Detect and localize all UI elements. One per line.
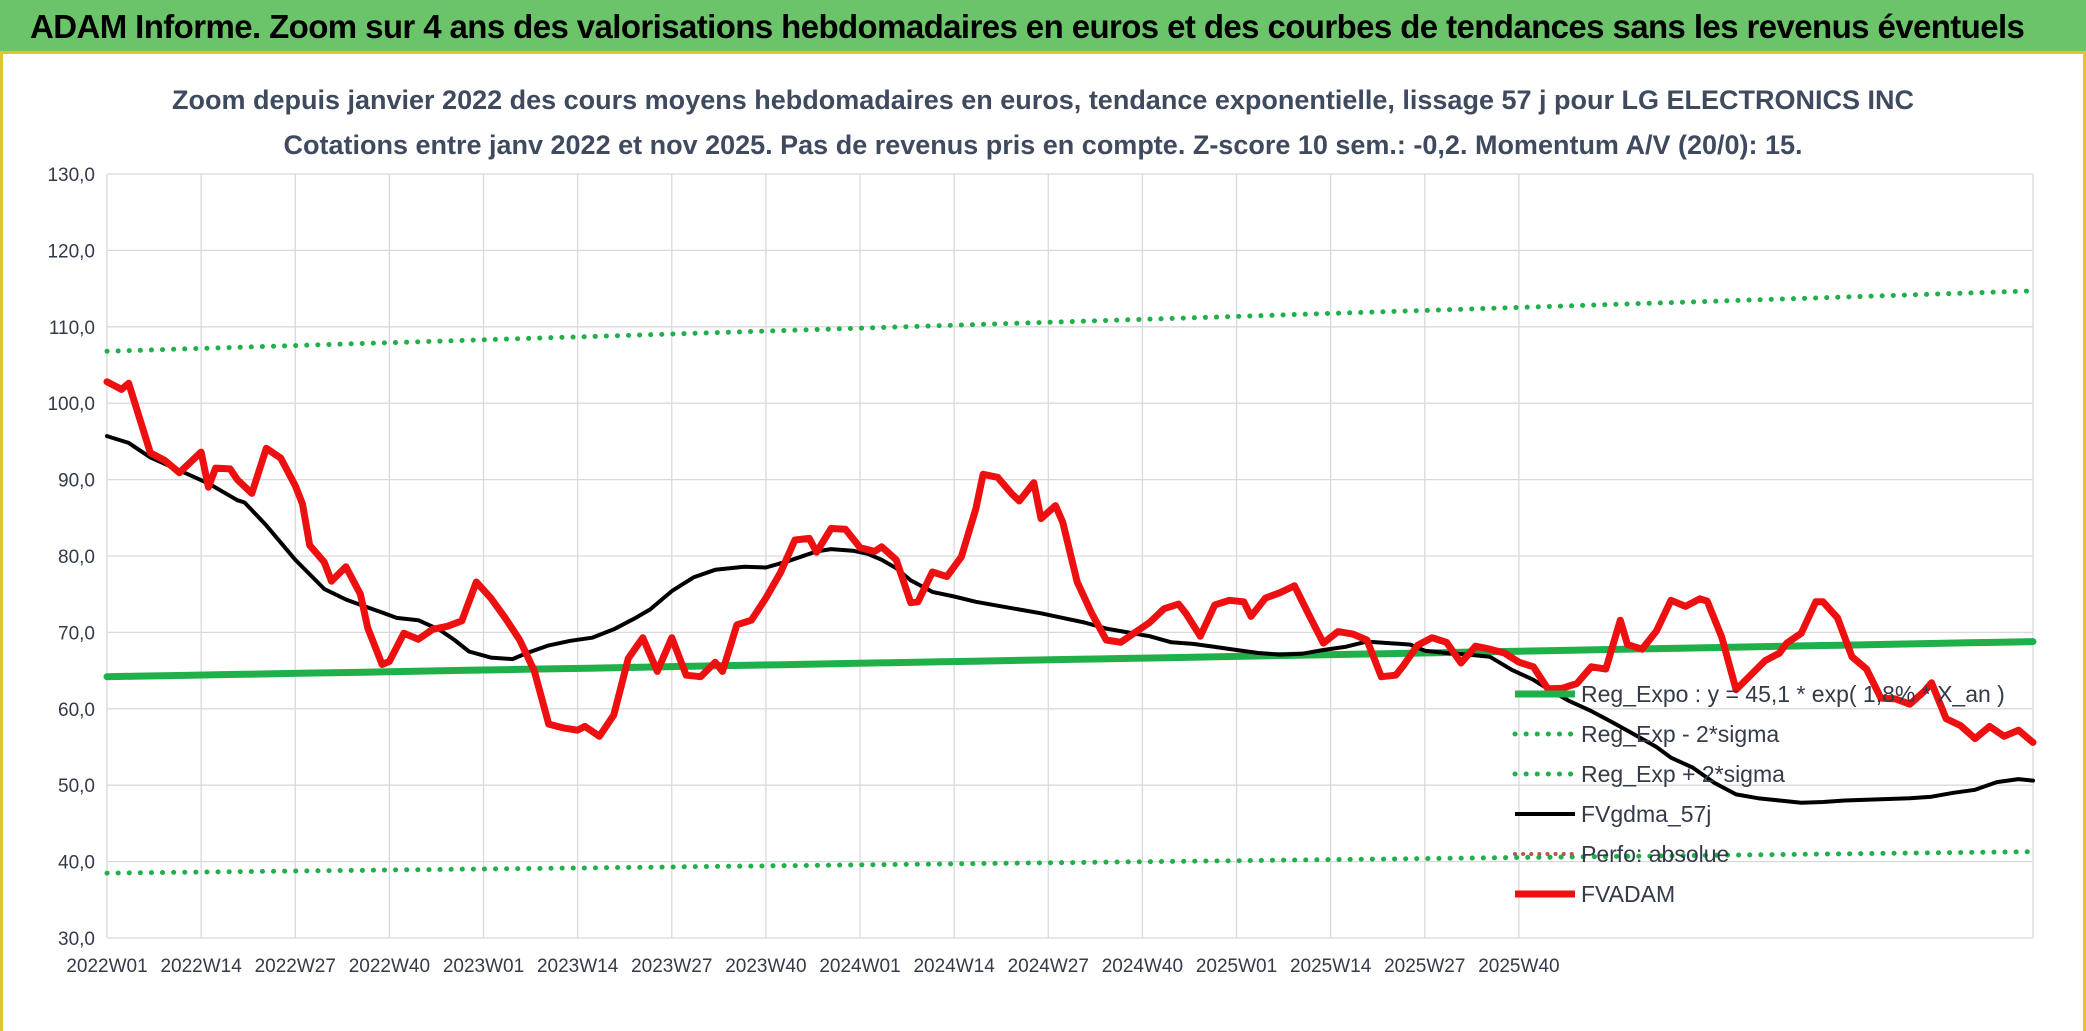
y-tick-label: 40,0 [58, 853, 95, 874]
y-axis-ticks: 30,0 40,0 50,0 60,0 70,0 80,0 90,0 100,0 110,0 12… [47, 165, 95, 950]
legend-label: Reg_Exp + 2*sigma [1581, 761, 1785, 787]
y-tick-label: 30,0 [58, 929, 95, 950]
x-tick-label: 2025W14 [1290, 956, 1372, 977]
y-tick-label: 130,0 [47, 165, 95, 186]
y-tick-label: 80,0 [58, 547, 95, 568]
legend-label: Perfo: absolue [1581, 841, 1729, 867]
legend-label: Reg_Exp - 2*sigma [1581, 721, 1779, 747]
chart-title-background [291, 76, 1791, 172]
x-tick-label: 2023W27 [631, 956, 712, 977]
report-banner: ADAM Informe. Zoom sur 4 ans des valoris… [0, 0, 2086, 54]
x-tick-label: 2025W27 [1384, 956, 1465, 977]
y-tick-label: 70,0 [58, 623, 95, 644]
fvgdma-line [105, 434, 2035, 805]
x-tick-label: 2025W40 [1478, 956, 1559, 977]
x-tick-label: 2023W01 [443, 956, 524, 977]
sigma-band-line [104, 849, 2036, 876]
y-tick-label: 50,0 [58, 776, 95, 797]
x-tick-label: 2024W27 [1008, 956, 1089, 977]
x-axis-ticks: 2022W01 2022W14 2022W27 2022W40 2023W01 2023W… [66, 956, 1559, 977]
series-group [103, 288, 2037, 876]
legend-label: Reg_Expo : y = 45,1 * exp( 1,8% * X_an ) [1581, 681, 2005, 707]
grid-lines [106, 173, 2034, 939]
legend-label: FVgdma_57j [1581, 801, 1711, 827]
x-tick-label: 2023W40 [725, 956, 806, 977]
legend-label: FVADAM [1581, 881, 1675, 907]
fvadam-line [103, 378, 2037, 746]
y-tick-label: 60,0 [58, 700, 95, 721]
sigma-band-line [104, 288, 2036, 354]
line-chart: 30,0 40,0 50,0 60,0 70,0 80,0 90,0 100,0 110,0 12… [47, 76, 2037, 977]
chart-title-line-1: Zoom depuis janvier 2022 des cours moyen… [172, 85, 1914, 115]
y-tick-label: 110,0 [49, 318, 95, 339]
legend: Reg_Expo : y = 45,1 * exp( 1,8% * X_an )… [1512, 681, 2005, 907]
y-tick-label: 120,0 [47, 241, 95, 262]
x-tick-label: 2024W14 [913, 956, 995, 977]
x-tick-label: 2024W40 [1102, 956, 1183, 977]
x-tick-label: 2024W01 [819, 956, 900, 977]
x-tick-label: 2022W01 [66, 956, 147, 977]
y-tick-label: 100,0 [47, 394, 95, 415]
report-title: ADAM Informe. Zoom sur 4 ans des valoris… [30, 8, 2025, 45]
x-tick-label: 2022W14 [160, 956, 242, 977]
y-tick-label: 90,0 [58, 471, 95, 492]
x-tick-label: 2022W27 [255, 956, 336, 977]
chart-title-line-2: Cotations entre janv 2022 et nov 2025. P… [283, 130, 1802, 160]
chart-frame: 30,0 40,0 50,0 60,0 70,0 80,0 90,0 100,0 110,0 12… [0, 54, 2086, 1031]
chart-title-group: Zoom depuis janvier 2022 des cours moyen… [172, 76, 1914, 172]
x-tick-label: 2023W14 [537, 956, 619, 977]
x-tick-label: 2022W40 [349, 956, 430, 977]
reg-expo-line [103, 638, 2037, 681]
x-tick-label: 2025W01 [1196, 956, 1277, 977]
